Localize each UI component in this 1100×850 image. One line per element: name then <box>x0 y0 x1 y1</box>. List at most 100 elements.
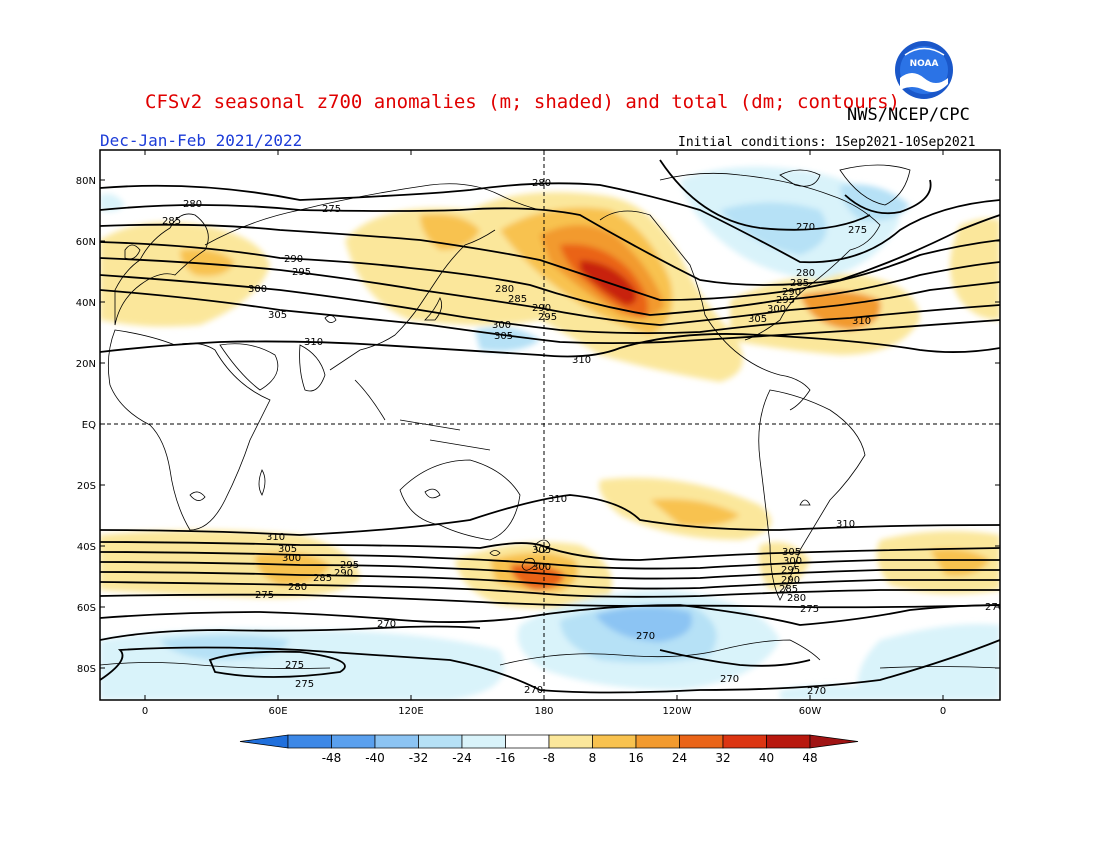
colorbar-tick-label: -24 <box>452 751 472 765</box>
contour-label: 310 <box>266 532 285 543</box>
contour-label: 275 <box>800 604 819 615</box>
contour-label: 270 <box>524 685 543 696</box>
forecast-period: Dec-Jan-Feb 2021/2022 <box>100 131 302 150</box>
lon-label: 120W <box>663 706 692 717</box>
contour-label: 290 <box>781 575 800 586</box>
colorbar-box <box>592 734 637 749</box>
colorbar-tick-label: 32 <box>715 751 730 765</box>
colorbar-tick-label: 40 <box>759 751 774 765</box>
colorbar-box <box>505 734 550 749</box>
contour-label: 310 <box>836 519 855 530</box>
colorbar-tick-label: -48 <box>322 751 342 765</box>
lat-label: 80S <box>77 664 96 675</box>
colorbar-tick-label: -16 <box>496 751 516 765</box>
contour-label: 270 <box>807 686 826 697</box>
lat-label: 40N <box>76 298 96 309</box>
contour-label: 300 <box>783 556 802 567</box>
colorbar-tick-label: -40 <box>365 751 385 765</box>
contour-label: 285 <box>790 278 809 289</box>
colorbar-tick-label: 8 <box>589 751 597 765</box>
contour-label: 295 <box>781 565 800 576</box>
contour-label: 300 <box>767 304 786 315</box>
contour-label: 290 <box>284 254 303 265</box>
contour-label: 275 <box>295 679 314 690</box>
lon-axis: 0 60E 120E 180 120W 60W 0 <box>142 150 946 717</box>
colorbar-box <box>374 734 419 749</box>
contour-label: 275 <box>255 590 274 601</box>
noaa-logo-text: NOAA <box>910 59 939 69</box>
contour-label: 310 <box>304 337 323 348</box>
contour-label: 295 <box>538 312 557 323</box>
colorbar-box <box>679 734 724 749</box>
contour-label: 305 <box>532 545 551 556</box>
lon-label: 0 <box>142 706 148 717</box>
contour-label: 300 <box>248 284 267 295</box>
contour-label: 305 <box>494 331 513 342</box>
agency-label: NWS/NCEP/CPC <box>847 105 970 125</box>
chart-title: CFSv2 seasonal z700 anomalies (m; shaded… <box>145 91 900 113</box>
colorbar-box <box>331 734 376 749</box>
contour-label: 270 <box>720 674 739 685</box>
lat-label: 20N <box>76 359 96 370</box>
contour-label: 305 <box>278 544 297 555</box>
lon-label: 60W <box>799 706 822 717</box>
lat-label: 60S <box>77 603 96 614</box>
map-frame <box>99 149 1001 701</box>
lat-label: 80N <box>76 176 96 187</box>
contour-label: 280 <box>288 582 307 593</box>
contour-label: 270 <box>636 631 655 642</box>
initial-conditions: Initial conditions: 1Sep2021-10Sep2021 <box>678 135 975 150</box>
map-content: 280 285 290 295 300 305 310 275 270 280 … <box>100 150 1000 700</box>
colorbar-tick-label: 16 <box>628 751 643 765</box>
contour-label: 295 <box>340 560 359 571</box>
contour-label: 280 <box>183 199 202 210</box>
lat-axis: 80N 60N 40N 20N EQ 20S 40S 60S 80S <box>76 176 1000 675</box>
lat-label: EQ <box>82 420 96 431</box>
contour-label: 275 <box>285 660 304 671</box>
colorbar-box <box>548 734 593 749</box>
colorbar-box <box>635 734 680 749</box>
contour-label: 280 <box>796 268 815 279</box>
contour-label: 295 <box>292 267 311 278</box>
lon-label: 0 <box>940 706 946 717</box>
lon-label: 120E <box>398 706 423 717</box>
colorbar-tick-label: -8 <box>543 751 555 765</box>
contour-label: 300 <box>282 553 301 564</box>
contour-label: 270 <box>377 619 396 630</box>
lon-label: 180 <box>534 706 553 717</box>
contour-label: 285 <box>779 584 798 595</box>
contour-label: 280 <box>532 178 551 189</box>
contour-label: 290 <box>334 568 353 579</box>
contour-label: 310 <box>572 355 591 366</box>
contour-label: 305 <box>782 547 801 558</box>
lat-label: 60N <box>76 237 96 248</box>
contour-label: 285 <box>313 573 332 584</box>
lat-label: 20S <box>77 481 96 492</box>
colorbar-arrow-low <box>239 734 289 749</box>
contour-label: 310 <box>548 494 567 505</box>
colorbar-tick-label: 24 <box>672 751 687 765</box>
contour-label: 305 <box>268 310 287 321</box>
colorbar-box <box>722 734 767 749</box>
lon-label: 60E <box>268 706 287 717</box>
colorbar-tick-label: 48 <box>802 751 817 765</box>
contour-label: 275 <box>322 204 341 215</box>
contour-label: 270 <box>796 222 815 233</box>
contour-labels: 280 285 290 295 300 305 310 275 270 280 … <box>162 178 1000 697</box>
contour-label: 280 <box>495 284 514 295</box>
colorbar-tick-label: -32 <box>409 751 429 765</box>
coastlines <box>100 164 1000 669</box>
colorbar-box <box>766 734 811 749</box>
contour-label: 300 <box>532 562 551 573</box>
noaa-logo: NOAA <box>895 41 953 99</box>
height-contours <box>100 159 1000 694</box>
colorbar: -48 -40 -32 -24 -16 -8 8 16 24 32 40 48 <box>239 734 859 765</box>
contour-label: 285 <box>508 294 527 305</box>
colorbar-box <box>287 734 332 749</box>
contour-label: 280 <box>787 593 806 604</box>
contour-label: 275 <box>848 225 867 236</box>
contour-label: 285 <box>162 216 181 227</box>
contour-label: 305 <box>748 314 767 325</box>
lat-label: 40S <box>77 542 96 553</box>
